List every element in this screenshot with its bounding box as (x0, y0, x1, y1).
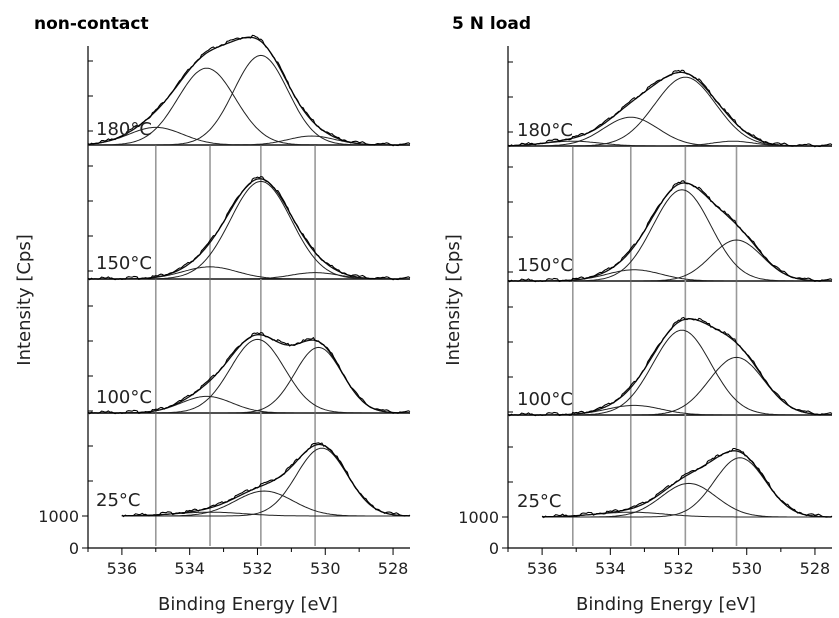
x-tick-label: 528 (800, 559, 831, 578)
fit-component (542, 457, 832, 518)
spectrum: 180°C (507, 69, 833, 148)
x-axis-label: Binding Energy [eV] (158, 594, 338, 615)
y-axis-label: Intensity [Cps] (14, 234, 35, 365)
x-tick-label: 532 (242, 559, 273, 578)
y-tick-label: 0 (69, 539, 79, 558)
measured-spectrum (87, 34, 411, 147)
spectrum-label: 25°C (96, 490, 140, 511)
plot-area: 536 534 532 530 528 0 1000 25°C 100°C 150°C 180°C (38, 34, 411, 578)
plot-area: 536 534 532 530 528 0 1000 25°C 100°C 150°C 180°C (458, 46, 833, 578)
spectrum-label: 180°C (96, 119, 152, 140)
spectrum-label: 150°C (517, 255, 573, 276)
x-tick-label: 530 (731, 559, 762, 578)
measured-spectrum (121, 442, 411, 518)
spectrum-label: 100°C (96, 387, 152, 408)
x-tick-label: 534 (174, 559, 205, 578)
x-tick-label: 528 (378, 559, 409, 578)
spectrum: 180°C (87, 34, 411, 147)
measured-spectrum (87, 176, 411, 281)
panel-title: non-contact (34, 14, 149, 34)
spectrum-label: 180°C (517, 120, 573, 141)
spectrum: 100°C (87, 332, 411, 415)
x-axis-label: Binding Energy [eV] (576, 594, 756, 615)
panel-non-contact: non-contact Binding Energy [eV] Intensit… (14, 14, 411, 615)
y-tick-label: 1000 (458, 508, 499, 527)
spectrum-label: 25°C (517, 491, 561, 512)
x-tick-label: 532 (663, 559, 694, 578)
fit-envelope (121, 443, 410, 517)
measured-spectrum (507, 69, 833, 148)
spectrum-label: 100°C (517, 389, 573, 410)
measured-spectrum (541, 447, 833, 519)
y-axis-label: Intensity [Cps] (443, 234, 464, 365)
spectrum: 100°C (507, 316, 833, 417)
measured-spectrum (507, 316, 833, 417)
y-tick-label: 0 (489, 539, 499, 558)
fit-envelope (542, 450, 832, 518)
spectrum: 25°C (517, 447, 833, 519)
x-tick-label: 530 (310, 559, 341, 578)
spectrum: 150°C (87, 176, 411, 281)
measured-spectrum (507, 180, 833, 283)
fit-component (508, 140, 832, 147)
spectrum-label: 150°C (96, 253, 152, 274)
fit-component (542, 482, 832, 518)
x-tick-label: 534 (595, 559, 626, 578)
panel-title: 5 N load (452, 14, 531, 34)
spectrum: 25°C (96, 442, 411, 518)
x-tick-label: 536 (527, 559, 558, 578)
panel-5n-load: 5 N load Binding Energy [eV] Intensity [… (443, 14, 833, 615)
measured-spectrum (87, 332, 411, 415)
spectrum: 150°C (507, 180, 833, 283)
x-tick-label: 536 (107, 559, 138, 578)
y-tick-label: 1000 (38, 507, 79, 526)
